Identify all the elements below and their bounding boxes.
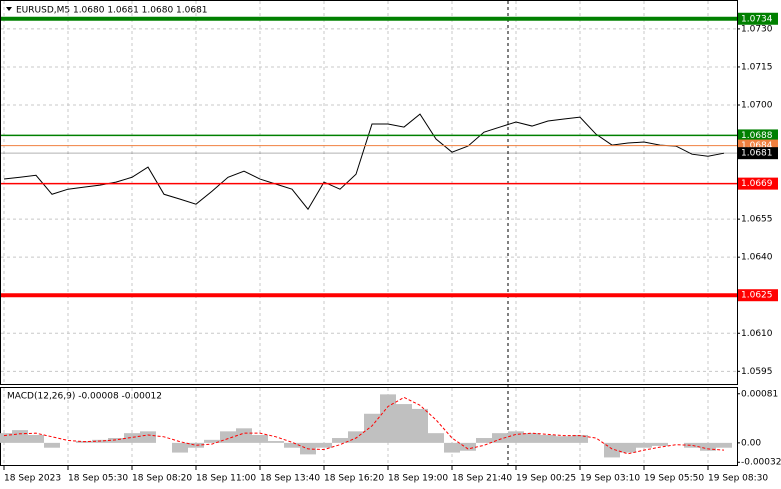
x-tick-label: 19 Sep 05:50	[644, 474, 704, 484]
x-tick-label: 18 Sep 13:40	[260, 474, 320, 484]
x-tick-label: 18 Sep 2023	[4, 474, 61, 484]
symbol-header: EURUSD,M5 1.0680 1.0681 1.0680 1.0681	[16, 6, 208, 16]
level-label: 1.0684	[741, 141, 773, 151]
macd-bar	[412, 408, 428, 443]
macd-bar	[364, 413, 380, 443]
macd-bar	[172, 442, 188, 453]
macd-bar	[44, 442, 60, 448]
macd-bar	[0, 433, 12, 443]
y-tick-label: 0.00081	[741, 389, 778, 399]
level-label: 1.0681	[741, 149, 773, 159]
macd-bar	[604, 442, 620, 458]
macd-bar	[508, 431, 524, 443]
macd-bar	[572, 434, 588, 443]
macd-bar	[524, 433, 540, 443]
macd-bar	[252, 434, 268, 443]
macd-bar	[284, 442, 300, 448]
level-label: 1.0688	[741, 131, 773, 141]
level-label-box	[738, 177, 778, 190]
macd-bar	[316, 442, 332, 448]
macd-bar	[540, 434, 556, 443]
signal-line	[3, 396, 725, 455]
macd-bar	[12, 430, 28, 443]
y-tick-label: 1.0640	[741, 253, 773, 263]
macd-bar	[556, 436, 572, 443]
x-tick-label: 18 Sep 11:00	[196, 474, 256, 484]
macd-bar	[620, 442, 636, 453]
macd-bar	[492, 433, 508, 443]
y-tick-label: 1.0655	[741, 215, 773, 225]
y-tick-label: -0.00032	[741, 458, 781, 468]
macd-bar	[332, 438, 348, 443]
y-tick-label: 1.0595	[741, 367, 773, 377]
main-panel-frame	[0, 0, 738, 385]
x-tick-label: 18 Sep 19:00	[388, 474, 448, 484]
y-tick-label: 1.0730	[741, 24, 773, 34]
macd-bar	[268, 441, 284, 443]
macd-bar	[348, 431, 364, 443]
x-tick-label: 19 Sep 03:10	[580, 474, 640, 484]
macd-bar	[204, 439, 220, 443]
x-tick-label: 18 Sep 05:30	[68, 474, 128, 484]
macd-bar	[476, 438, 492, 443]
macd-bar	[28, 434, 44, 443]
y-tick-label: 1.0610	[741, 329, 773, 339]
level-label: 1.0625	[741, 291, 773, 301]
x-tick-label: 19 Sep 08:30	[708, 474, 768, 484]
macd-bar	[428, 433, 444, 443]
y-tick-label: 1.0715	[741, 62, 773, 72]
y-tick-label: 1.0700	[741, 100, 773, 110]
macd-bar	[188, 442, 204, 448]
y-tick-label: 0.00	[741, 438, 761, 448]
macd-bar	[380, 394, 396, 443]
macd-bar	[460, 442, 476, 451]
macd-bar	[652, 442, 668, 446]
level-label-box	[738, 147, 778, 160]
macd-bar	[636, 442, 652, 448]
macd-bar	[684, 442, 700, 448]
macd-bar	[220, 431, 236, 443]
x-tick-label: 18 Sep 08:20	[132, 474, 192, 484]
x-tick-label: 18 Sep 16:20	[324, 474, 384, 484]
macd-bar	[396, 404, 412, 443]
x-tick-label: 18 Sep 21:40	[452, 474, 512, 484]
macd-panel-frame	[0, 387, 738, 466]
macd-bar	[140, 431, 156, 443]
macd-bar	[700, 442, 716, 451]
macd-header: MACD(12,26,9) -0.00008 -0.00012	[7, 392, 162, 402]
macd-bar	[124, 433, 140, 443]
macd-bar	[716, 442, 732, 448]
menu-arrow	[6, 7, 12, 11]
price-line	[3, 113, 725, 211]
level-label: 1.0669	[741, 179, 773, 189]
macd-bar	[444, 442, 460, 453]
level-label-box	[738, 12, 778, 25]
x-tick-label: 19 Sep 00:25	[516, 474, 576, 484]
macd-bar	[108, 438, 124, 443]
level-label-box	[738, 289, 778, 302]
level-label-box	[738, 129, 778, 142]
macd-bar	[236, 428, 252, 443]
level-label: 1.0734	[741, 14, 773, 24]
